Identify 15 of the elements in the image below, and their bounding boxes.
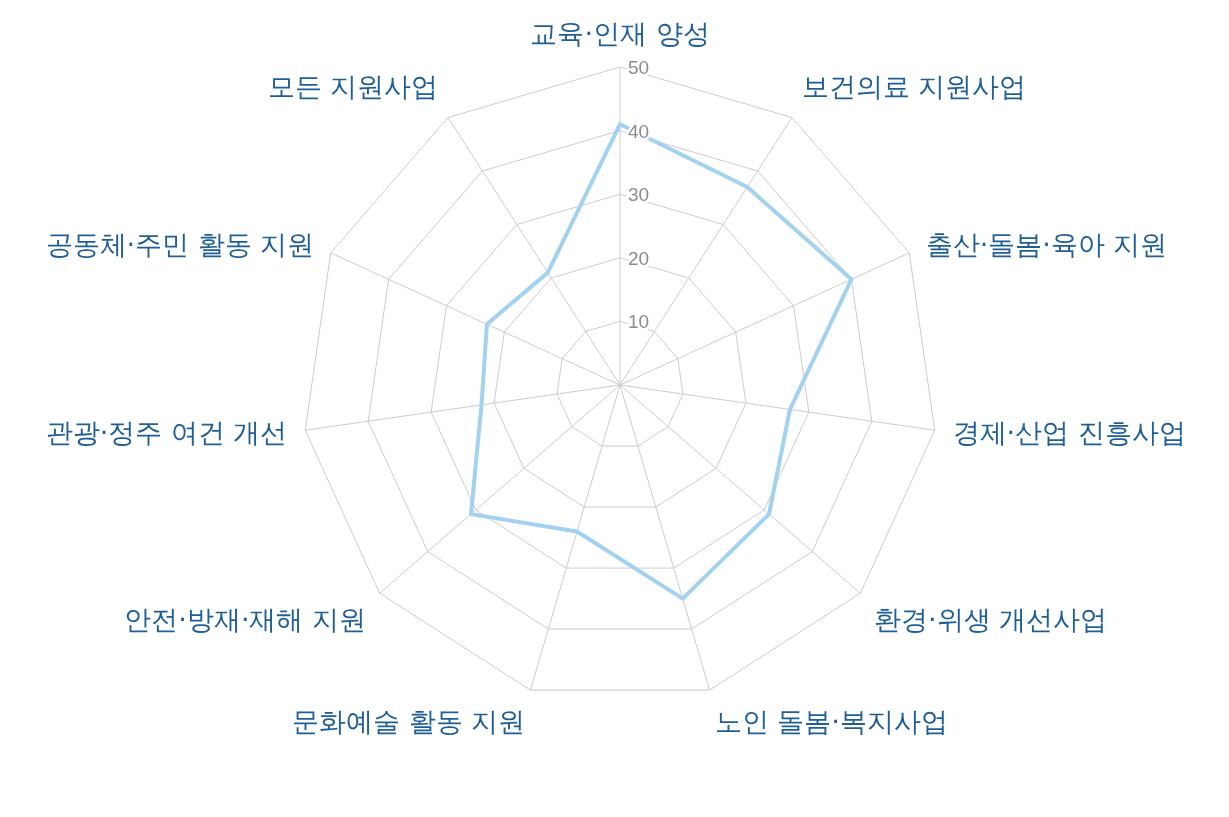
spoke-label: 공동체·주민 활동 지원 (45, 229, 315, 261)
spoke-label: 안전·방재·재해 지원 (124, 604, 367, 636)
spoke-label: 관광·정주 여건 개선 (45, 416, 288, 448)
y-tick-label: 50 (628, 57, 650, 78)
spoke-label: 보건의료 지원사업 (801, 71, 1027, 103)
y-tick-label: 30 (628, 184, 650, 206)
spoke-label: 모든 지원사업 (267, 71, 439, 103)
spoke-label: 교육·인재 양성 (530, 18, 710, 49)
spoke-label: 노인 돌봄·복지사업 (714, 706, 948, 738)
spoke-label: 문화예술 활동 지원 (292, 706, 526, 738)
y-tick-label: 20 (628, 247, 650, 269)
y-tick-label: 10 (628, 311, 650, 333)
spoke-label: 출산·돌봄·육아 지원 (925, 229, 1168, 261)
spoke-label: 환경·위생 개선사업 (873, 604, 1108, 636)
spoke-label: 경제·산업 진흥사업 (952, 416, 1186, 448)
